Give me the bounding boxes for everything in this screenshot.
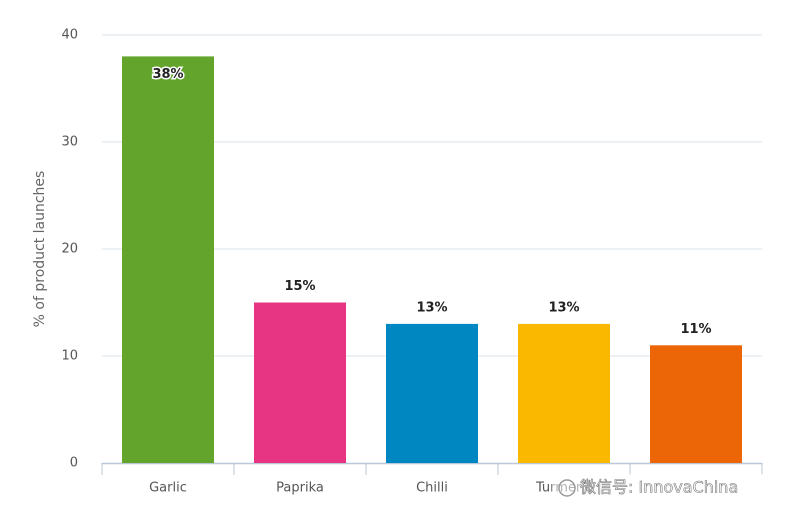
bar	[650, 345, 742, 463]
value-label: 11%	[680, 322, 711, 337]
bar	[386, 323, 478, 463]
y-tick-label: 40	[61, 28, 78, 43]
bar	[122, 56, 214, 464]
value-label: 13%	[416, 300, 447, 315]
watermark-icon	[558, 479, 576, 497]
watermark-backdrop	[552, 474, 764, 502]
watermark: 微信号: InnovaChina	[580, 478, 738, 497]
y-tick-label: 10	[61, 349, 78, 364]
x-tick-label: Paprika	[276, 481, 324, 496]
value-label: 38%	[152, 67, 183, 82]
value-label: 15%	[284, 279, 315, 294]
x-tick-label: Chilli	[416, 481, 448, 496]
x-tick-label: Garlic	[149, 481, 187, 496]
value-label: 13%	[548, 300, 579, 315]
y-tick-label: 0	[70, 456, 78, 471]
bar	[518, 323, 610, 463]
y-tick-label: 30	[61, 135, 78, 150]
y-axis-label: % of product launches	[32, 171, 48, 328]
y-tick-label: 20	[61, 242, 78, 257]
bar	[254, 302, 346, 463]
